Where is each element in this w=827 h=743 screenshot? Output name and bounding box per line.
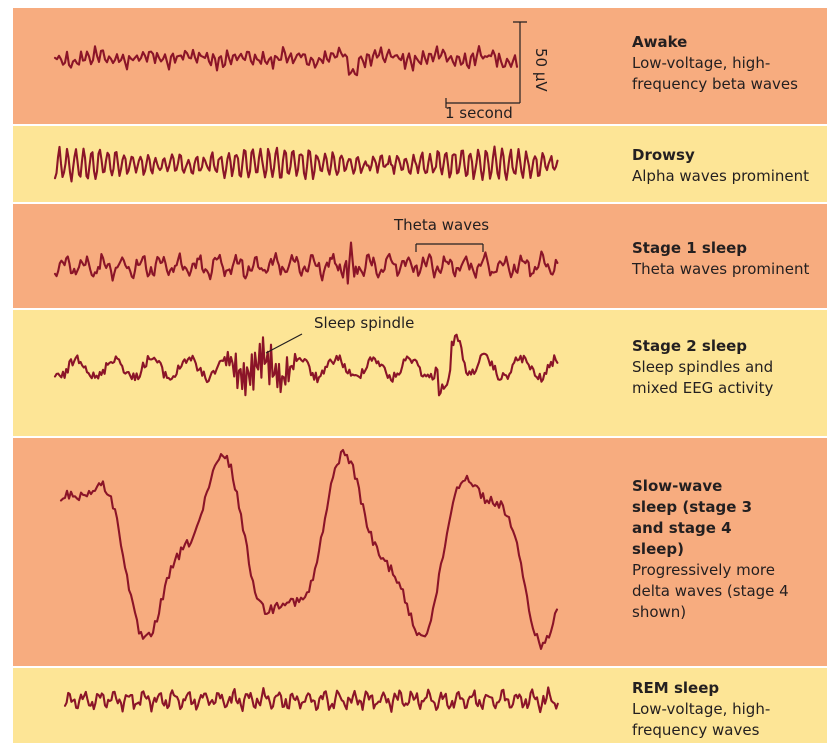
scale-bar-lines [445, 21, 527, 108]
band-description: Progressively more delta waves (stage 4 … [632, 561, 789, 621]
theta-bracket [415, 243, 484, 252]
scale-bar: 1 second 50 µV [445, 21, 550, 122]
trace-drowsy [53, 145, 559, 183]
label-rem: REM sleep Low-voltage, high-frequency wa… [632, 678, 824, 741]
band-description: Low-voltage, high-frequency beta waves [632, 54, 798, 93]
band-description: Theta waves prominent [632, 260, 810, 278]
spindle-annotation: Sleep spindle [265, 314, 414, 354]
label-drowsy: Drowsy Alpha waves prominent [632, 145, 824, 187]
trace-stage-1 [53, 241, 559, 285]
band-title: Drowsy [632, 146, 695, 164]
label-slow-wave: Slow-wave sleep (stage 3 and stage 4 sle… [632, 476, 802, 623]
band-drowsy: Drowsy Alpha waves prominent [13, 126, 827, 202]
spindle-pointer [265, 333, 303, 354]
band-description: Sleep spindles and mixed EEG activity [632, 358, 774, 397]
trace-stage-2 [53, 333, 559, 397]
trace-awake [53, 45, 519, 77]
band-slow-wave: Slow-wave sleep (stage 3 and stage 4 sle… [13, 438, 827, 666]
band-title: Stage 2 sleep [632, 337, 748, 355]
scale-voltage-label: 50 µV [532, 48, 550, 92]
scale-time-label: 1 second [445, 104, 513, 122]
theta-label: Theta waves [393, 216, 489, 234]
band-description: Low-voltage, high-frequency waves [632, 700, 771, 739]
band-title: Stage 1 sleep [632, 239, 748, 257]
spindle-label: Sleep spindle [314, 314, 414, 332]
band-awake: Awake Low-voltage, high-frequency beta w… [13, 8, 827, 124]
band-title: REM sleep [632, 679, 720, 697]
label-stage-2: Stage 2 sleep Sleep spindles and mixed E… [632, 336, 824, 399]
trace-rem [63, 686, 559, 714]
band-stage-1: Stage 1 sleep Theta waves prominent [13, 204, 827, 308]
label-awake: Awake Low-voltage, high-frequency beta w… [632, 32, 824, 95]
band-title: Awake [632, 33, 688, 51]
eeg-traces: 1 second 50 µV Theta waves Sleep spindle [53, 21, 559, 714]
band-description: Alpha waves prominent [632, 167, 810, 185]
theta-annotation: Theta waves [393, 216, 489, 252]
label-stage-1: Stage 1 sleep Theta waves prominent [632, 238, 824, 280]
band-title: Slow-wave sleep (stage 3 and stage 4 sle… [632, 477, 753, 558]
eeg-sleep-stages-figure: Awake Low-voltage, high-frequency beta w… [13, 8, 827, 743]
trace-slow-wave [59, 448, 559, 650]
band-stage-2: Stage 2 sleep Sleep spindles and mixed E… [13, 310, 827, 436]
